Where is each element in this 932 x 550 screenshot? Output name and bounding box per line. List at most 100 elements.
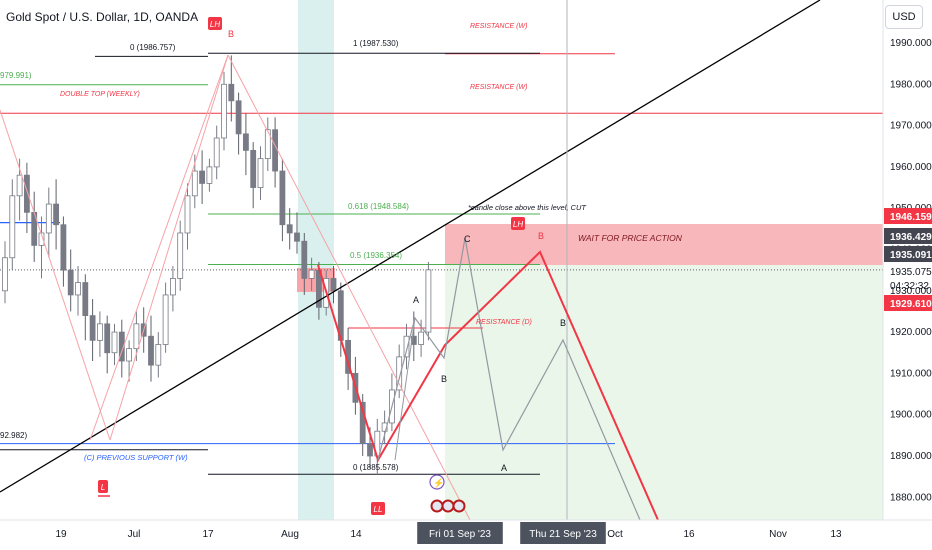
gray-projection-leg bbox=[394, 317, 416, 461]
fib-0-bottom-label: 0 (1885.578) bbox=[353, 463, 399, 472]
candle-body bbox=[97, 323, 103, 341]
candle-body bbox=[82, 282, 89, 316]
y-tick-label: 1990.000 bbox=[890, 38, 932, 49]
candle bbox=[75, 266, 81, 316]
candle bbox=[199, 150, 206, 205]
candle-body bbox=[133, 323, 140, 350]
lightning-glyph: ⚡ bbox=[433, 477, 444, 489]
marker-label: LH bbox=[210, 20, 220, 29]
price-badge-label: 1935.075 bbox=[890, 267, 932, 278]
candle-body bbox=[308, 269, 315, 279]
candle bbox=[2, 241, 8, 304]
candle-body bbox=[177, 232, 184, 279]
candle-body bbox=[162, 294, 169, 345]
candle bbox=[148, 315, 154, 382]
marker-badge bbox=[208, 17, 222, 30]
candle-body bbox=[213, 137, 220, 168]
cut-note: *candle close above this level, CUT bbox=[468, 203, 587, 212]
currency-button[interactable]: USD bbox=[885, 5, 923, 29]
channel-line-left bbox=[0, 109, 111, 441]
candle bbox=[286, 208, 293, 250]
candle-body bbox=[67, 269, 74, 296]
candle bbox=[97, 311, 103, 357]
candle bbox=[279, 158, 286, 242]
candle-body bbox=[126, 348, 132, 362]
date-badge-label: Thu 21 Sep '23 bbox=[529, 529, 597, 540]
candle bbox=[169, 266, 176, 312]
candle-body bbox=[148, 335, 154, 366]
candle bbox=[60, 216, 67, 287]
candle bbox=[425, 261, 432, 341]
candle bbox=[403, 323, 410, 370]
candle-body bbox=[155, 344, 162, 366]
candle-body bbox=[286, 224, 293, 234]
candle bbox=[264, 117, 271, 172]
date-badge-label: Fri 01 Sep '23 bbox=[429, 529, 491, 540]
candle-body bbox=[257, 158, 264, 188]
wave-label: A bbox=[501, 463, 507, 473]
candle-body bbox=[206, 166, 213, 184]
wave-label: C bbox=[464, 234, 471, 244]
marker-label: LH bbox=[513, 220, 523, 229]
candle bbox=[23, 162, 30, 233]
candle-body bbox=[228, 83, 235, 102]
x-tick-label: 19 bbox=[55, 529, 67, 540]
candle-body bbox=[75, 282, 81, 296]
channel-line-mid bbox=[109, 54, 229, 441]
candle-body bbox=[264, 129, 271, 160]
price-badge-label: 1946.159 bbox=[890, 212, 932, 223]
marker-badge bbox=[98, 480, 108, 493]
marker-badge bbox=[371, 502, 385, 515]
candle-body bbox=[53, 203, 59, 226]
channel-line-right bbox=[227, 54, 471, 521]
x-tick-label: 14 bbox=[350, 529, 362, 540]
candle-body bbox=[45, 203, 52, 234]
candle-body bbox=[184, 195, 191, 234]
candle bbox=[301, 232, 308, 295]
candle-body bbox=[396, 356, 403, 391]
fib-1-label: 1 (1987.530) bbox=[353, 39, 399, 48]
double-top-weekly-label: DOUBLE TOP (WEEKLY) bbox=[60, 91, 140, 98]
candle-body bbox=[111, 331, 118, 354]
price-badge bbox=[884, 228, 932, 244]
candle bbox=[228, 55, 235, 122]
candle-body bbox=[118, 331, 125, 362]
date-badge bbox=[417, 522, 503, 544]
candle-body bbox=[191, 170, 198, 197]
candle bbox=[89, 299, 96, 362]
symbol-title[interactable]: Gold Spot / U.S. Dollar, 1D, OANDA bbox=[6, 10, 199, 24]
wave-label: B bbox=[441, 374, 447, 384]
date-badge bbox=[520, 522, 606, 544]
candle bbox=[177, 220, 184, 291]
candle bbox=[67, 249, 74, 312]
x-tick-label: 16 bbox=[683, 529, 695, 540]
labels-layer: RESISTANCE (W) RESISTANCE (W) DOUBLE TOP (… bbox=[0, 17, 683, 515]
price-badge-label: 04:32:32 bbox=[890, 281, 929, 292]
price-badge bbox=[884, 295, 932, 311]
candle bbox=[9, 179, 16, 271]
candle-body bbox=[23, 174, 30, 213]
candle bbox=[53, 179, 59, 250]
candle-body bbox=[418, 331, 425, 345]
wave-label: B bbox=[560, 318, 566, 328]
candle-body bbox=[235, 100, 242, 135]
candle-body bbox=[294, 232, 300, 242]
candle bbox=[235, 92, 242, 155]
left-clipped-label-2: 92.982) bbox=[0, 431, 27, 440]
candle-body bbox=[403, 335, 410, 358]
candle bbox=[45, 187, 52, 258]
x-tick-label: 13 bbox=[830, 529, 842, 540]
us-event-icon-inner bbox=[454, 501, 464, 511]
wait-for-price-action-note: WAIT FOR PRICE ACTION bbox=[578, 233, 683, 243]
x-tick-label: Jul bbox=[128, 529, 141, 540]
candle bbox=[250, 142, 257, 209]
price-badge-label: 1935.091 bbox=[890, 250, 932, 261]
levels-layer bbox=[0, 52, 883, 475]
channel-line-inner bbox=[89, 54, 229, 441]
x-tick-label: 17 bbox=[202, 529, 214, 540]
candle bbox=[162, 282, 169, 353]
candle bbox=[213, 125, 220, 180]
resistance-daily-label: RESISTANCE (D) bbox=[476, 319, 532, 326]
candle-body bbox=[301, 240, 308, 279]
